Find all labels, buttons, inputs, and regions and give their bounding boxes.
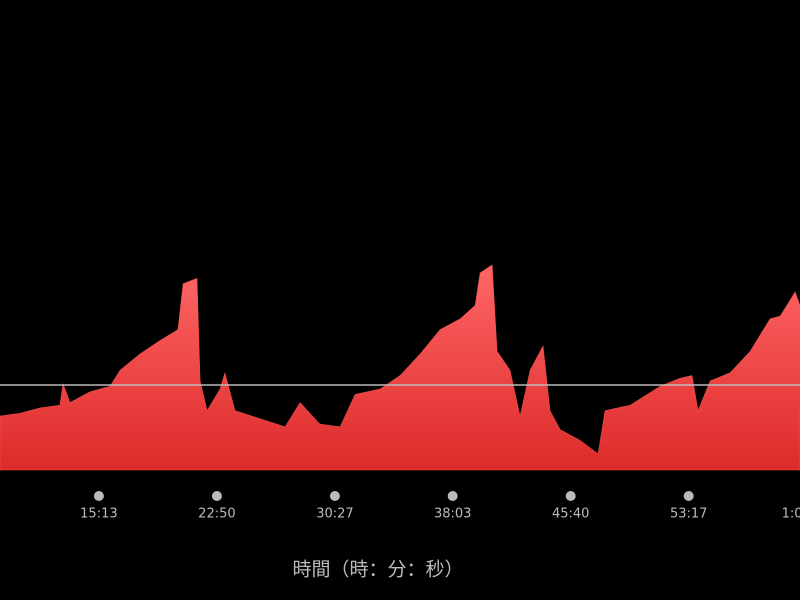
x-tick-label: 15:13	[80, 507, 117, 522]
x-tick-dot	[211, 491, 222, 501]
x-tick-dot	[93, 491, 104, 501]
x-tick-dot	[447, 491, 458, 501]
x-tick-label: 22:50	[198, 507, 235, 522]
x-tick-dot	[329, 491, 340, 501]
x-tick-label: 30:27	[316, 507, 353, 522]
x-tick-dot	[565, 491, 576, 501]
x-axis-title: 時間（時：分：秒）	[292, 559, 463, 581]
x-tick-label: 38:03	[434, 507, 471, 522]
x-tick-label: 1:00:54	[782, 507, 800, 522]
x-tick-label: 53:17	[670, 507, 707, 522]
x-tick-label: 45:40	[552, 507, 589, 522]
x-tick-dot	[683, 491, 694, 501]
area	[0, 264, 800, 471]
